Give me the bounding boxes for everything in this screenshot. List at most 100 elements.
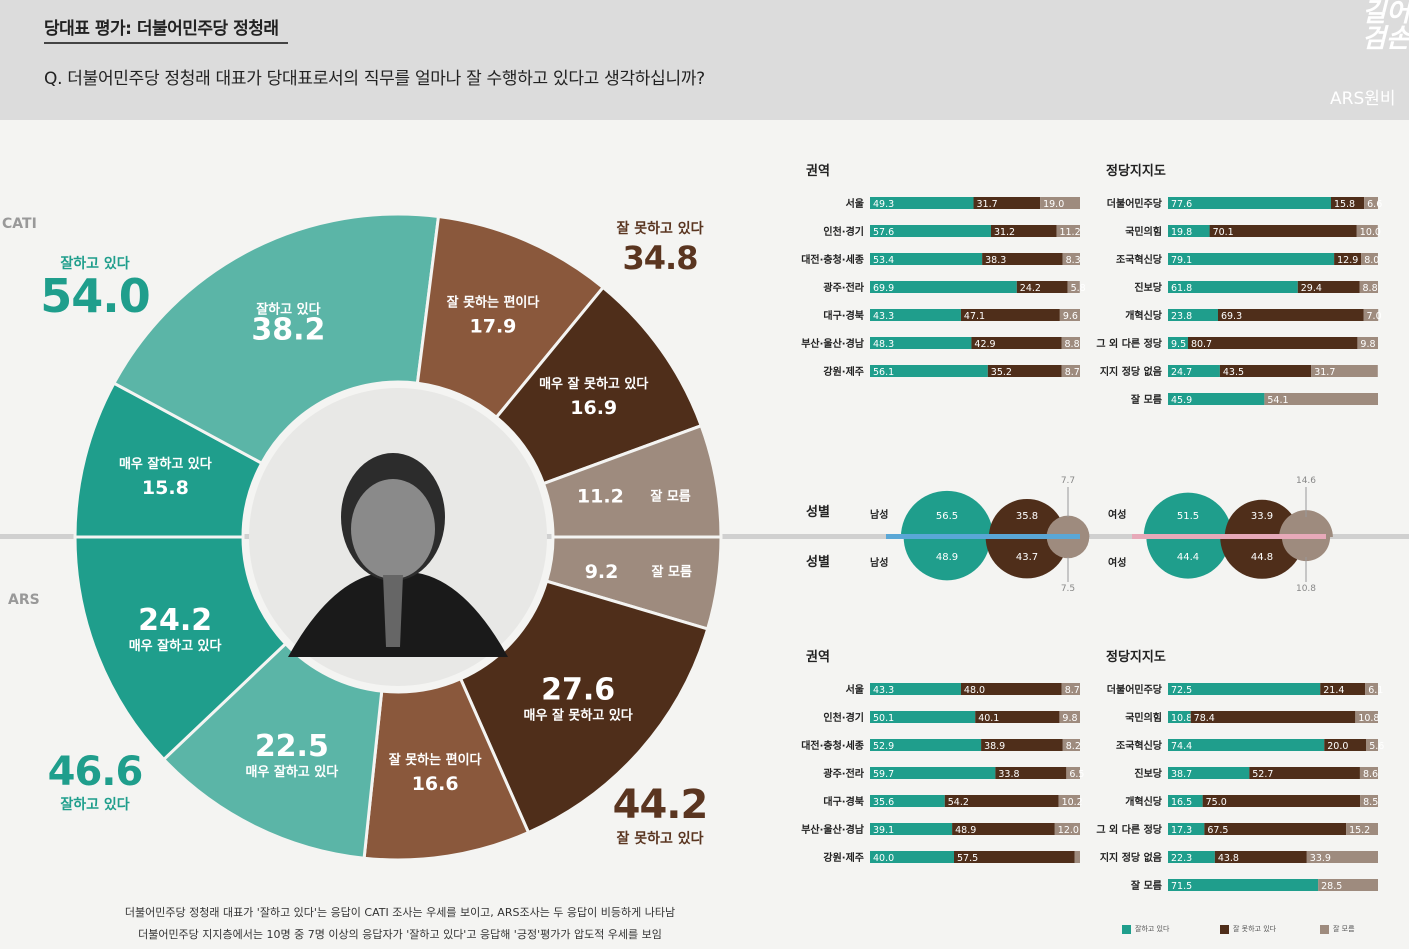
ars-party-title: 정당지지도 (1106, 649, 1166, 665)
gender-1-cati-bubble-0 (1143, 492, 1233, 537)
legend-bad-label: 잘 못하고 있다 (1233, 925, 1277, 933)
cati-region-bar-4-2 (1059, 309, 1080, 321)
gender-1-ars-bubble-2 (1281, 537, 1331, 562)
ars-region-bar-3-1 (995, 767, 1067, 779)
ars-region-bar-6-1 (954, 851, 1075, 863)
ars-region-val-0-1: 48.0 (964, 685, 985, 696)
cati-region-bar-6-0 (870, 365, 988, 377)
cati-party-cat-1: 국민의힘 (1125, 225, 1162, 238)
cati-party-bar-5-2 (1357, 337, 1378, 349)
ars-bad-total: 44.2 잘 못하고 있다 (590, 782, 730, 848)
legend-good-label: 잘하고 있다 (1135, 925, 1170, 933)
cati-region-val-6-0: 56.1 (873, 367, 894, 378)
gender-1-cati-bubble-2 (1279, 510, 1333, 537)
cati-bad-total-value: 34.8 (622, 239, 699, 277)
cati-region-bar-0-1 (973, 197, 1041, 209)
ars-region-bar-6-2 (1074, 851, 1080, 863)
cati-party-bar-4-2 (1363, 309, 1379, 321)
cati-region-val-2-0: 53.4 (873, 255, 894, 266)
ars-region-cat-1: 인천·경기 (823, 711, 864, 724)
legend-unknown-label: 잘 모름 (1333, 925, 1355, 933)
gender-1-cati-bubble-1 (1224, 499, 1300, 537)
ars-region-bar-2-2 (1062, 739, 1080, 751)
ars-party-bar-1-1 (1190, 711, 1356, 723)
ars-slice-4 (73, 535, 288, 762)
ars-region-val-2-1: 38.9 (984, 741, 1005, 752)
cati-region-val-1-2: 11.2 (1059, 227, 1080, 238)
ars-party-cat-3: 진보당 (1134, 767, 1162, 780)
legend-good: 잘하고 있다 (1122, 924, 1169, 934)
gender-0-ars-bubble-1 (985, 537, 1069, 579)
cati-party-bar-3-1 (1297, 281, 1360, 293)
ars-party-bar-5-2 (1346, 823, 1378, 835)
ars-party-cat-4: 개혁신당 (1125, 795, 1163, 808)
ars-party-val-2-2: 5.6 (1369, 741, 1384, 752)
cati-value-2: 17.9 (470, 316, 517, 338)
cati-region-val-5-2: 8.8 (1065, 339, 1080, 350)
ars-party-bar-0-0 (1168, 683, 1321, 695)
cati-party-bar-2-0 (1168, 253, 1335, 265)
cati-party-bar-1-0 (1168, 225, 1210, 237)
ars-party-bar-5-0 (1168, 823, 1205, 835)
cati-party-val-3-0: 61.8 (1171, 283, 1192, 294)
cati-good-total-value: 54.0 (40, 269, 151, 323)
gender-1-ars-bubble-1 (1220, 537, 1304, 579)
cati-value-1: 38.2 (251, 313, 325, 348)
ars-region-val-3-2: 6.5 (1069, 769, 1084, 780)
ars-party-bar-4-0 (1168, 795, 1203, 807)
gender-1-cati-val-2: 14.6 (1296, 476, 1316, 486)
ars-party-bar-3-1 (1249, 767, 1360, 779)
ars-region-val-3-1: 33.8 (998, 769, 1019, 780)
cati-party-cat-3: 진보당 (1134, 281, 1162, 294)
cati-party-bar-6-1 (1219, 365, 1312, 377)
ars-region-val-4-1: 54.2 (948, 797, 969, 808)
cati-region-val-5-1: 42.9 (974, 339, 995, 350)
gender-1-ars-bubble-0 (1146, 537, 1230, 579)
cati-party-bar-3-2 (1359, 281, 1378, 293)
ars-region-val-5-0: 39.1 (873, 825, 894, 836)
gender-0-cati-bubble-0 (900, 490, 994, 537)
ars-party-bar-3-2 (1359, 767, 1378, 779)
gender-1-baseline (1132, 534, 1326, 539)
portrait-face (351, 479, 435, 579)
gender-0-cati-val-0: 56.5 (936, 511, 958, 522)
ars-value-3: 22.5 (255, 729, 329, 764)
ars-region-cat-2: 대전·충청·세종 (801, 739, 864, 752)
cati-good-total-label: 잘하고 있다 (60, 256, 130, 272)
ars-region-val-2-2: 8.2 (1066, 741, 1081, 752)
ars-region-val-5-2: 12.0 (1058, 825, 1079, 836)
ars-region-title: 권역 (806, 649, 830, 665)
cati-party-bar-6-0 (1168, 365, 1220, 377)
header-band: 당대표 평가: 더불어민주당 정청래 Q. 더불어민주당 정청래 대표가 당대표… (0, 0, 1409, 120)
cati-party-cat-7: 잘 모름 (1131, 394, 1162, 406)
ars-region-cat-6: 강원·제주 (823, 851, 864, 864)
ars-party-bar-4-2 (1360, 795, 1378, 807)
cati-region-bar-3-2 (1067, 281, 1080, 293)
ars-region-val-0-2: 8.7 (1065, 685, 1080, 696)
ars-party-val-4-0: 16.5 (1171, 797, 1192, 808)
cati-region-val-4-2: 9.6 (1063, 311, 1078, 322)
ars-party-val-4-2: 8.5 (1363, 797, 1378, 808)
ars-region-val-6-0: 40.0 (873, 853, 894, 864)
gender-0-cati-bubble-1 (988, 498, 1066, 537)
cati-label-2: 잘 못하는 편이다 (447, 295, 540, 311)
cati-party-bar-1-1 (1209, 225, 1357, 237)
ars-party-cat-7: 잘 모름 (1131, 880, 1162, 892)
ars-party-bar-1-0 (1168, 711, 1191, 723)
cati-party-val-2-1: 12.9 (1337, 255, 1358, 266)
ars-party-bar-6-1 (1214, 851, 1307, 863)
ars-party-val-0-2: 6.1 (1368, 685, 1383, 696)
ars-party-cat-1: 국민의힘 (1125, 711, 1162, 724)
cati-party-bar-0-2 (1364, 197, 1378, 209)
cati-party-val-7-0: 45.9 (1171, 395, 1192, 406)
title-underline (44, 42, 288, 44)
cati-region-cat-4: 대구·경북 (823, 309, 864, 322)
ars-region-bar-0-1 (960, 683, 1062, 695)
ars-party-val-7-0: 71.5 (1171, 881, 1192, 892)
cati-party-val-5-2: 9.8 (1360, 339, 1375, 350)
ars-party-bar-7-2 (1318, 879, 1378, 891)
gender-0-cati-bubble-2 (1046, 515, 1090, 537)
ars-label: ARS (8, 592, 40, 608)
ars-region-bar-3-0 (870, 767, 996, 779)
brand-logo: 길어 검손 (1362, 0, 1409, 54)
